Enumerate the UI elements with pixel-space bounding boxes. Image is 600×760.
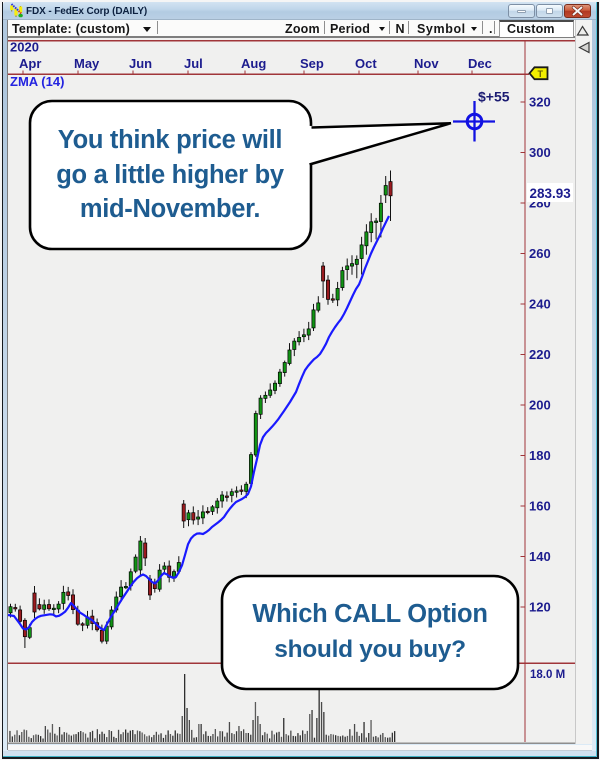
- svg-text:ZMA (14): ZMA (14): [10, 74, 64, 89]
- svg-text:220: 220: [529, 347, 551, 362]
- svg-text:Which CALL Option: Which CALL Option: [252, 600, 487, 628]
- svg-text:$+55: $+55: [478, 89, 510, 105]
- svg-text:120: 120: [529, 600, 551, 615]
- svg-text:18.0 M: 18.0 M: [530, 669, 565, 681]
- svg-text:go a little higher by: go a little higher by: [56, 161, 285, 189]
- svg-text:2020: 2020: [10, 40, 39, 55]
- svg-text:180: 180: [529, 448, 551, 463]
- svg-text:Sep: Sep: [300, 56, 324, 71]
- svg-text:Apr: Apr: [19, 56, 41, 71]
- svg-text:May: May: [74, 56, 100, 71]
- svg-text:Oct: Oct: [355, 56, 377, 71]
- svg-text:300: 300: [529, 145, 551, 160]
- svg-text:240: 240: [529, 297, 551, 312]
- svg-text:283.93: 283.93: [530, 186, 572, 201]
- svg-text:Jun: Jun: [129, 56, 152, 71]
- svg-text:260: 260: [529, 246, 551, 261]
- svg-text:mid-November.: mid-November.: [80, 195, 260, 223]
- svg-text:Jul: Jul: [184, 56, 203, 71]
- svg-text:160: 160: [529, 499, 551, 514]
- svg-text:should you buy?: should you buy?: [274, 636, 466, 663]
- svg-text:140: 140: [529, 549, 551, 564]
- svg-text:You think price will: You think price will: [58, 126, 282, 154]
- svg-text:Nov: Nov: [414, 56, 439, 71]
- svg-text:200: 200: [529, 398, 551, 413]
- svg-text:Dec: Dec: [468, 56, 492, 71]
- svg-text:T: T: [538, 69, 544, 79]
- svg-text:Aug: Aug: [241, 56, 266, 71]
- svg-text:320: 320: [529, 95, 551, 110]
